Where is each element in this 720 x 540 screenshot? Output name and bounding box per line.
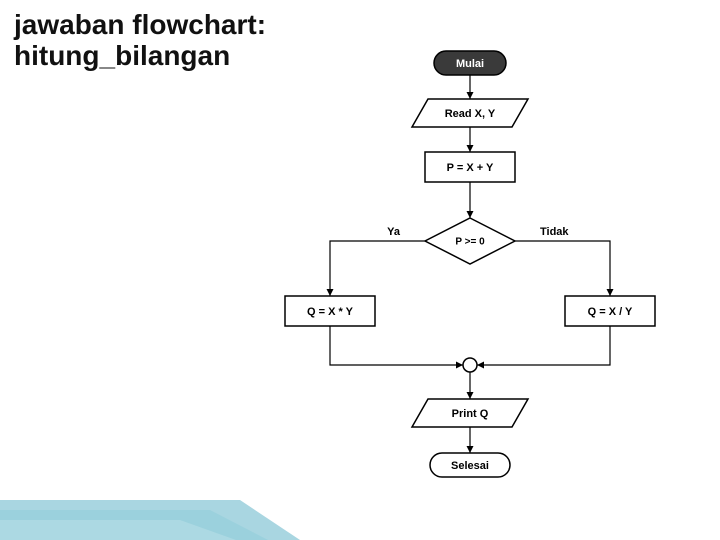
title-line-2: hitung_bilangan	[14, 40, 230, 71]
slide-title: jawaban flowchart: hitung_bilangan	[14, 10, 266, 72]
edge-mul-merge	[330, 326, 463, 365]
edge-div-merge	[477, 326, 610, 365]
edge-dec-mul	[330, 241, 425, 296]
edge-label-no: Tidak	[540, 226, 569, 238]
node-decision-label: P >= 0	[455, 237, 485, 248]
node-print-label: Print Q	[452, 408, 489, 420]
node-sum-label: P = X + Y	[447, 162, 494, 174]
edge-label-yes: Ya	[387, 226, 401, 238]
node-end-label: Selesai	[451, 460, 489, 472]
stripe-2	[0, 510, 268, 540]
flowchart-diagram: Ya Tidak Mulai Read X, Y P = X + Y P >= …	[250, 30, 690, 510]
edge-dec-div	[515, 241, 610, 296]
node-div-label: Q = X / Y	[588, 306, 633, 318]
node-start-label: Mulai	[456, 58, 484, 70]
node-mul-label: Q = X * Y	[307, 306, 354, 318]
node-merge	[463, 358, 477, 372]
title-line-1: jawaban flowchart:	[14, 9, 266, 40]
stripe-3	[0, 520, 236, 540]
node-read-label: Read X, Y	[445, 108, 496, 120]
